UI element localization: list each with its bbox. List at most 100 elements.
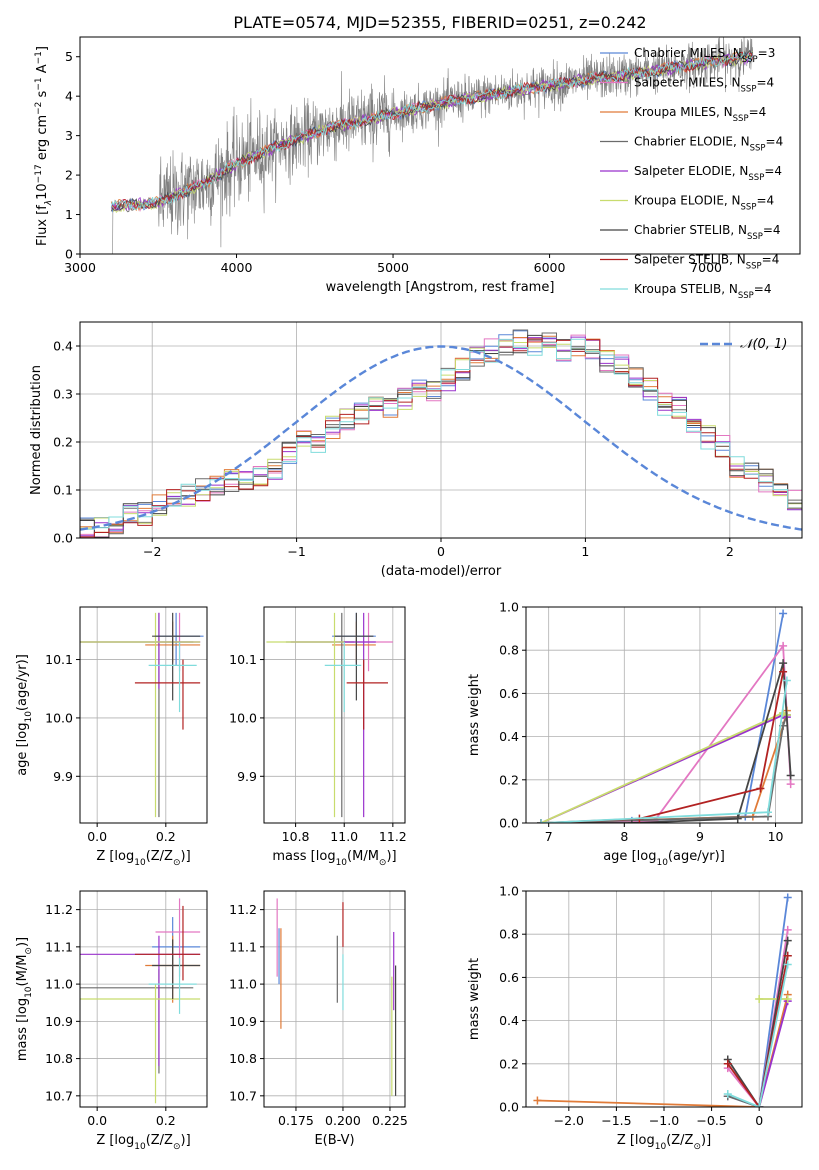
histograms xyxy=(80,329,802,538)
y-tick-label: 9.9 xyxy=(53,769,73,784)
label-fragment: 10 xyxy=(134,1142,146,1152)
weight-marker xyxy=(779,667,788,676)
y-tick-label: 11.0 xyxy=(229,977,257,992)
y-tick-label: 0.0 xyxy=(499,816,519,831)
weight-marker xyxy=(783,925,792,934)
label-fragment: Chabrier ELODIE, N xyxy=(634,135,750,149)
weight-line-kroupa-miles xyxy=(537,994,789,1107)
label-fragment: 10 xyxy=(24,711,34,723)
x-tick-label: 11.0 xyxy=(330,829,358,844)
label-fragment: 10 xyxy=(656,858,668,868)
label-fragment: ⊙ xyxy=(379,858,387,868)
model-spectrum-salpeter-stelib xyxy=(111,51,753,211)
y-tick-label: 11.2 xyxy=(45,902,73,917)
histogram-salpeter-stelib xyxy=(80,338,802,538)
label-fragment: SSP xyxy=(741,203,757,213)
x-tick-label: 0.2 xyxy=(156,829,176,844)
plot-frame xyxy=(79,36,801,255)
y-tick-label: 0.4 xyxy=(499,729,519,744)
label-fragment: Z [log xyxy=(617,1133,655,1148)
weight-marker xyxy=(733,814,742,823)
label-fragment: −17 xyxy=(34,164,44,183)
weight-marker xyxy=(779,609,788,618)
x-tick-label: 10 xyxy=(768,829,784,844)
y-tick-label: 0.6 xyxy=(499,686,519,701)
y-axis-label: Normed distribution xyxy=(29,365,44,495)
y-tick-label: 11.1 xyxy=(45,939,73,954)
label-fragment: wavelength [Angstrom, rest frame] xyxy=(326,280,555,295)
x-tick-label: 3000 xyxy=(64,260,96,275)
y-tick-label: 10.1 xyxy=(229,652,257,667)
y-tick-label: 10.7 xyxy=(45,1088,73,1103)
label-fragment: SSP xyxy=(746,262,762,272)
x-axis-label: age [log10(age/yr)] xyxy=(603,849,725,868)
y-axis-label: mass weight xyxy=(467,958,482,1040)
label-fragment: age [log xyxy=(603,849,656,864)
x-tick-label: 9 xyxy=(696,829,704,844)
label-fragment: 10 xyxy=(336,858,348,868)
label-fragment: Chabrier STELIB, N xyxy=(634,223,747,237)
weight-marker xyxy=(782,676,791,685)
legend-label: Chabrier MILES, NSSP=3 xyxy=(634,46,775,65)
x-tick-label: 4000 xyxy=(221,260,253,275)
x-axis-label: Z [log10(Z/Z⊙)] xyxy=(96,849,190,868)
weight-marker xyxy=(627,819,636,823)
label-fragment: Z [log xyxy=(96,849,134,864)
label-fragment: Z [log xyxy=(96,1133,134,1148)
y-tick-label: 10.8 xyxy=(45,1051,73,1066)
x-tick-label: −1 xyxy=(287,544,305,559)
y-tick-label: 11.1 xyxy=(229,939,257,954)
label-fragment: Chabrier MILES, N xyxy=(634,46,742,60)
weight-marker xyxy=(783,960,792,969)
plot-frame xyxy=(263,890,406,1108)
histogram-chabrier-miles xyxy=(80,330,802,532)
y-tick-label: 0.6 xyxy=(499,970,519,985)
y-tick-label: 4 xyxy=(65,89,73,104)
y-tick-label: 0 xyxy=(65,247,73,262)
weight-line-salpeter-miles xyxy=(727,929,789,1107)
label-fragment: (M/M xyxy=(15,955,30,987)
legend-label: Chabrier ELODIE, NSSP=4 xyxy=(634,135,783,154)
weight-line-salpeter-elodie xyxy=(758,1000,789,1107)
label-fragment: ⊙ xyxy=(173,858,181,868)
weight-marker xyxy=(723,1090,732,1099)
label-fragment: SSP xyxy=(747,232,763,242)
weight-marker xyxy=(763,808,772,817)
histogram-kroupa-elodie xyxy=(80,340,802,529)
y-tick-label: 11.2 xyxy=(229,902,257,917)
y-tick-label: 10.9 xyxy=(229,1014,257,1029)
y-tick-label: 5 xyxy=(65,49,73,64)
label-fragment: =4 xyxy=(764,164,782,178)
histogram-salpeter-miles xyxy=(80,334,802,538)
y-tick-label: 0.8 xyxy=(499,927,519,942)
y-tick-label: 2 xyxy=(65,168,73,183)
x-tick-label: −1.5 xyxy=(601,1113,631,1128)
y-tick-label: 9.9 xyxy=(237,769,257,784)
label-fragment: A xyxy=(35,64,50,77)
x-tick-label: 0.175 xyxy=(278,1113,314,1128)
weight-marker xyxy=(779,659,788,668)
y-axis-label: mass [log10(M/M⊙)] xyxy=(15,937,34,1061)
x-tick-label: 0.2 xyxy=(156,1113,176,1128)
x-tick-label: 7000 xyxy=(690,260,722,275)
label-fragment: SSP xyxy=(733,114,749,124)
label-fragment: mass [log xyxy=(272,849,335,864)
x-tick-label: 5000 xyxy=(377,260,409,275)
weight-marker xyxy=(786,771,795,780)
weight-marker xyxy=(755,995,764,1003)
y-tick-label: 10.9 xyxy=(45,1014,73,1029)
label-fragment: λ xyxy=(44,200,54,206)
frame-residuals: −2 −1 0 1 2 0.0 0.1 0.2 0.3 0.4 (data-model)/error xyxy=(53,321,803,579)
histogram-chabrier-stelib xyxy=(80,334,802,538)
plot-frame xyxy=(79,890,208,1108)
legend-label: 𝒩(0, 1) xyxy=(740,337,787,352)
weight-marker xyxy=(533,1096,542,1105)
y-axis-label: Flux [fλ10−17 erg cm−2 s−1 A−1] xyxy=(34,46,54,246)
label-fragment: 10 xyxy=(24,986,34,998)
legend-label: Salpeter ELODIE, NSSP=4 xyxy=(634,164,782,183)
x-tick-label: 6000 xyxy=(534,260,566,275)
label-fragment: )] xyxy=(386,849,396,864)
label-fragment: (Z/Z xyxy=(146,849,173,864)
label-fragment: erg cm xyxy=(35,115,50,164)
